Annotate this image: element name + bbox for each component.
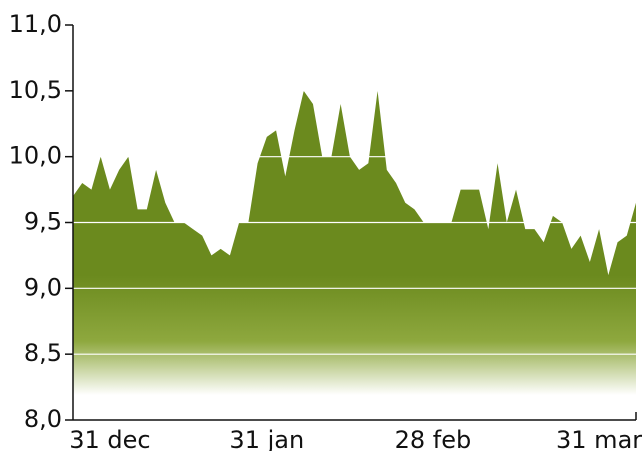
y-tick-label: 9,0 (24, 273, 62, 301)
y-tick-label: 10,5 (9, 76, 62, 104)
y-tick-label: 8,5 (24, 339, 62, 367)
y-tick-label: 9,5 (24, 208, 62, 236)
y-tick-label: 10,0 (9, 142, 62, 170)
x-tick-label: 31 mar (556, 426, 642, 451)
y-tick-label: 8,0 (24, 405, 62, 433)
x-tick-label: 28 feb (395, 426, 472, 451)
area (73, 90, 636, 420)
y-tick-label: 11,0 (9, 10, 62, 38)
x-tick-label: 31 jan (229, 426, 304, 451)
x-tick-label: 31 dec (69, 426, 150, 451)
